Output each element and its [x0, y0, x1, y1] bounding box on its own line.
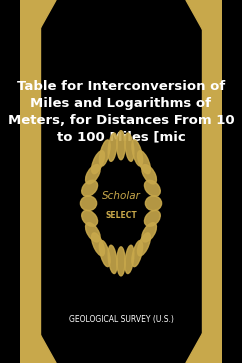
Polygon shape — [20, 298, 56, 363]
Ellipse shape — [132, 241, 143, 267]
Ellipse shape — [125, 133, 134, 161]
Ellipse shape — [99, 140, 110, 166]
Ellipse shape — [117, 131, 125, 160]
Ellipse shape — [108, 133, 117, 161]
Polygon shape — [20, 0, 56, 65]
Ellipse shape — [144, 180, 160, 196]
Ellipse shape — [80, 196, 97, 211]
Ellipse shape — [86, 165, 100, 184]
Bar — [20, 0, 40, 363]
Ellipse shape — [132, 140, 143, 166]
Ellipse shape — [92, 151, 105, 174]
Polygon shape — [186, 0, 222, 65]
Text: GEOLOGICAL SURVEY (U.S.): GEOLOGICAL SURVEY (U.S.) — [68, 315, 174, 324]
Text: SELECT: SELECT — [105, 212, 137, 220]
Ellipse shape — [137, 233, 150, 256]
Text: Scholar: Scholar — [102, 191, 140, 201]
Circle shape — [101, 167, 141, 240]
Ellipse shape — [142, 165, 156, 184]
Ellipse shape — [125, 245, 134, 274]
Ellipse shape — [92, 233, 105, 256]
Ellipse shape — [117, 247, 125, 276]
Ellipse shape — [142, 223, 156, 242]
Ellipse shape — [144, 210, 160, 226]
Polygon shape — [186, 298, 222, 363]
Bar — [202, 0, 222, 363]
Ellipse shape — [86, 223, 100, 242]
Ellipse shape — [108, 245, 117, 274]
Ellipse shape — [137, 151, 150, 174]
Ellipse shape — [145, 196, 162, 211]
Ellipse shape — [99, 241, 110, 267]
Ellipse shape — [82, 180, 98, 196]
Text: Table for Interconversion of
Miles and Logarithms of
Meters, for Distances From : Table for Interconversion of Miles and L… — [8, 80, 234, 144]
Ellipse shape — [82, 210, 98, 226]
